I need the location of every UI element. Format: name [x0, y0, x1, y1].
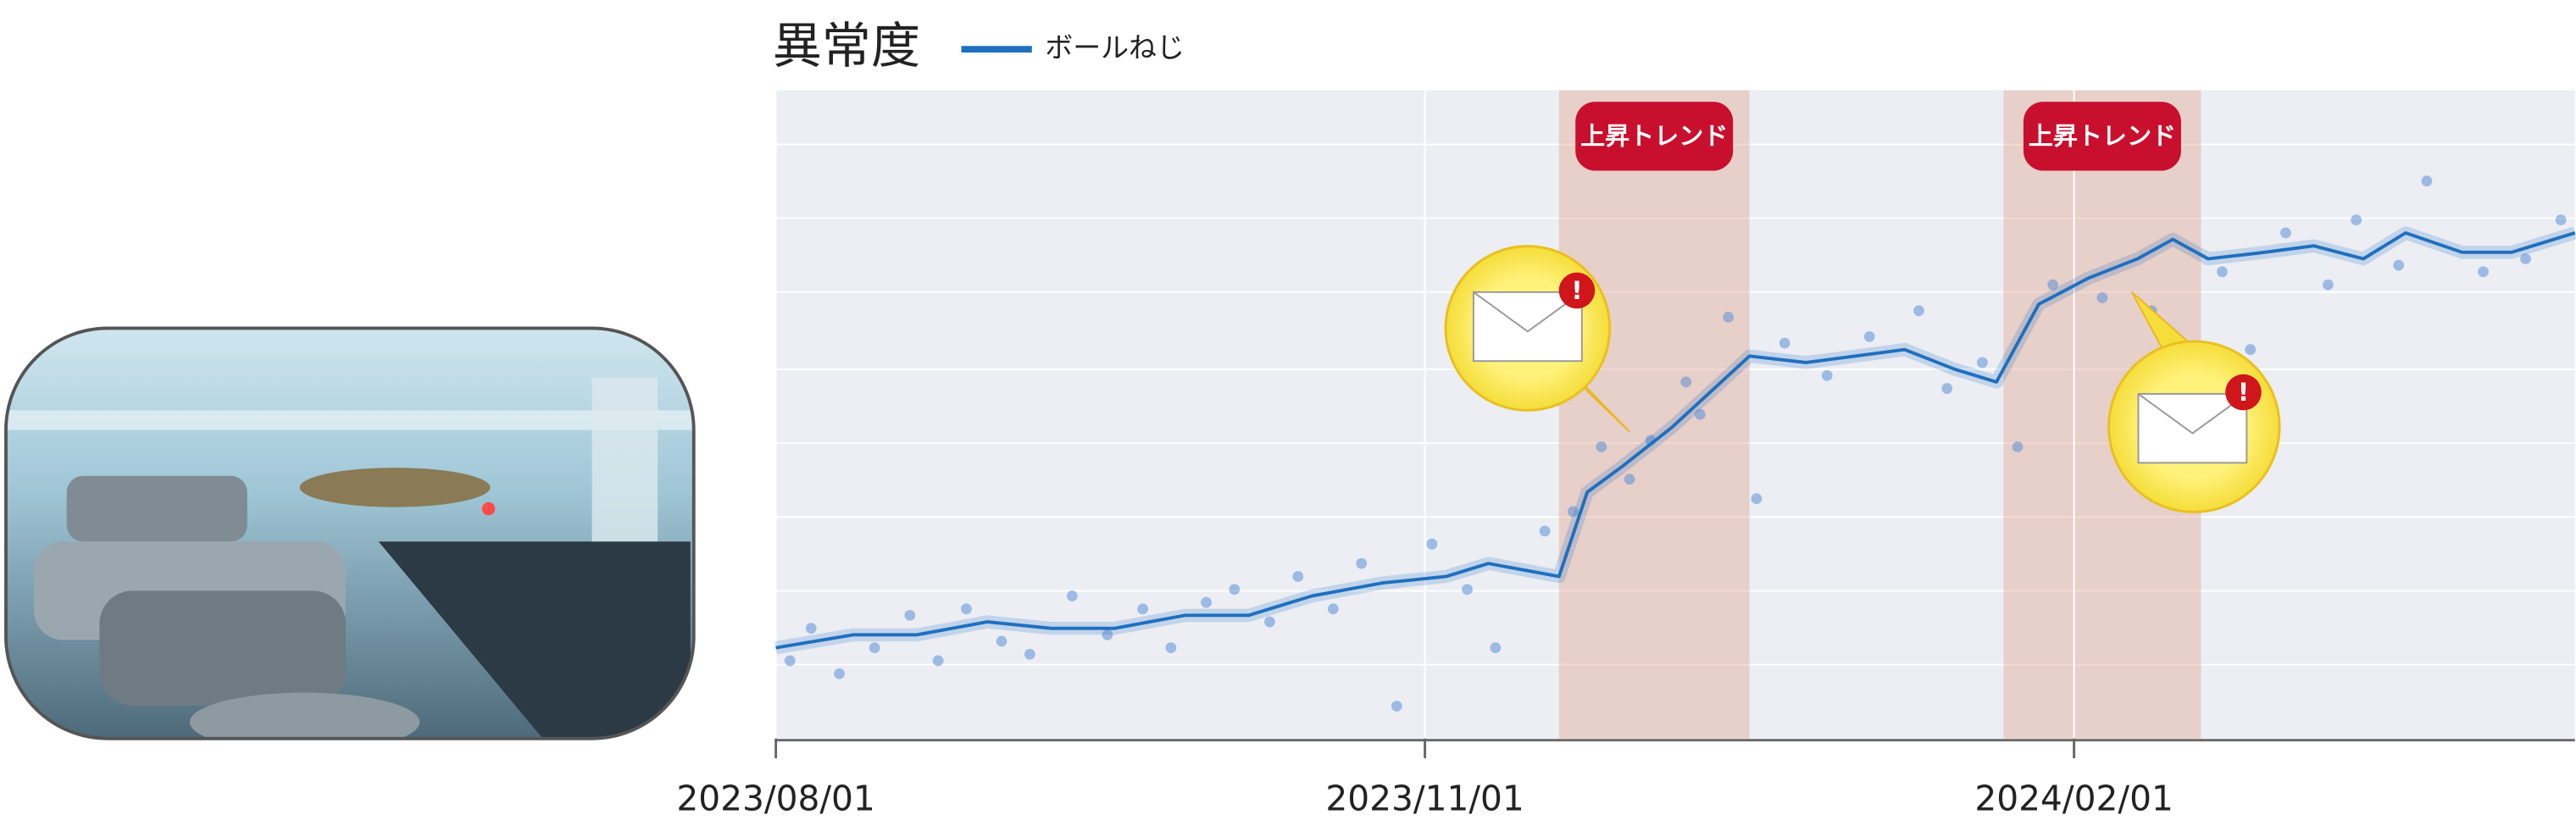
data-point [1568, 506, 1579, 518]
data-point [834, 668, 845, 679]
data-point [1680, 376, 1692, 388]
data-point [784, 655, 796, 667]
photo-frame [4, 326, 696, 740]
data-point [1426, 538, 1438, 550]
photo [6, 328, 694, 739]
legend-label: ボールねじ [1045, 31, 1185, 64]
data-point [904, 609, 916, 621]
data-point [2047, 279, 2059, 291]
data-point [1165, 642, 1177, 654]
data-point [996, 635, 1008, 647]
data-point [2012, 441, 2024, 452]
data-point [1941, 383, 1953, 394]
mail-callout: ! [2107, 291, 2281, 513]
data-point [2478, 266, 2489, 278]
data-point [1624, 474, 1635, 485]
data-point [1723, 311, 1735, 323]
mail-callout: ! [1444, 245, 1630, 433]
data-point [1201, 596, 1212, 608]
data-point [2245, 344, 2257, 356]
data-point [1024, 648, 1035, 660]
data-point [1327, 603, 1339, 615]
data-point [1229, 584, 1241, 596]
trend-label-box [2023, 102, 2181, 171]
x-tick-label: 2024/02/01 [1974, 778, 2173, 818]
data-point [1539, 525, 1551, 537]
data-point [1066, 590, 1078, 601]
x-tick-label: 2023/11/01 [1325, 778, 1524, 818]
x-tick-label: 2023/08/01 [676, 778, 874, 818]
data-point [1292, 571, 1304, 582]
data-point [2393, 259, 2405, 271]
data-point [1490, 642, 1502, 654]
data-point [2555, 214, 2567, 225]
data-point [1863, 330, 1875, 342]
data-point [2520, 253, 2531, 264]
data-point [1137, 603, 1148, 615]
svg-text:!: ! [1571, 276, 1582, 305]
data-point [932, 655, 944, 667]
data-point [1779, 337, 1790, 349]
data-point [2421, 175, 2433, 187]
data-point [1102, 629, 1113, 640]
data-point [2096, 292, 2108, 303]
data-point [2322, 279, 2334, 291]
data-point [1356, 557, 1368, 569]
data-point [869, 642, 880, 654]
trend-label-box [1575, 102, 1734, 171]
data-point [1751, 493, 1763, 505]
chart-title: 異常度 [773, 17, 920, 75]
data-point [1694, 408, 1706, 420]
data-point [1462, 584, 1473, 596]
data-point [1821, 369, 1833, 381]
data-point [1913, 305, 1924, 317]
line [775, 230, 2576, 650]
svg-text:!: ! [2238, 378, 2249, 407]
data-point [1391, 701, 1402, 712]
data-point [1596, 441, 1607, 452]
data-point [960, 603, 972, 615]
data-point [1264, 616, 1275, 628]
data-point [2351, 214, 2362, 225]
data-point [1976, 357, 1988, 369]
data-point [2280, 227, 2291, 239]
data-point [805, 623, 817, 635]
data-point [2217, 266, 2228, 278]
trend-label: 上昇トレンド [2029, 122, 2176, 151]
trend-label: 上昇トレンド [1580, 122, 1728, 151]
trend-band [1558, 90, 1750, 739]
